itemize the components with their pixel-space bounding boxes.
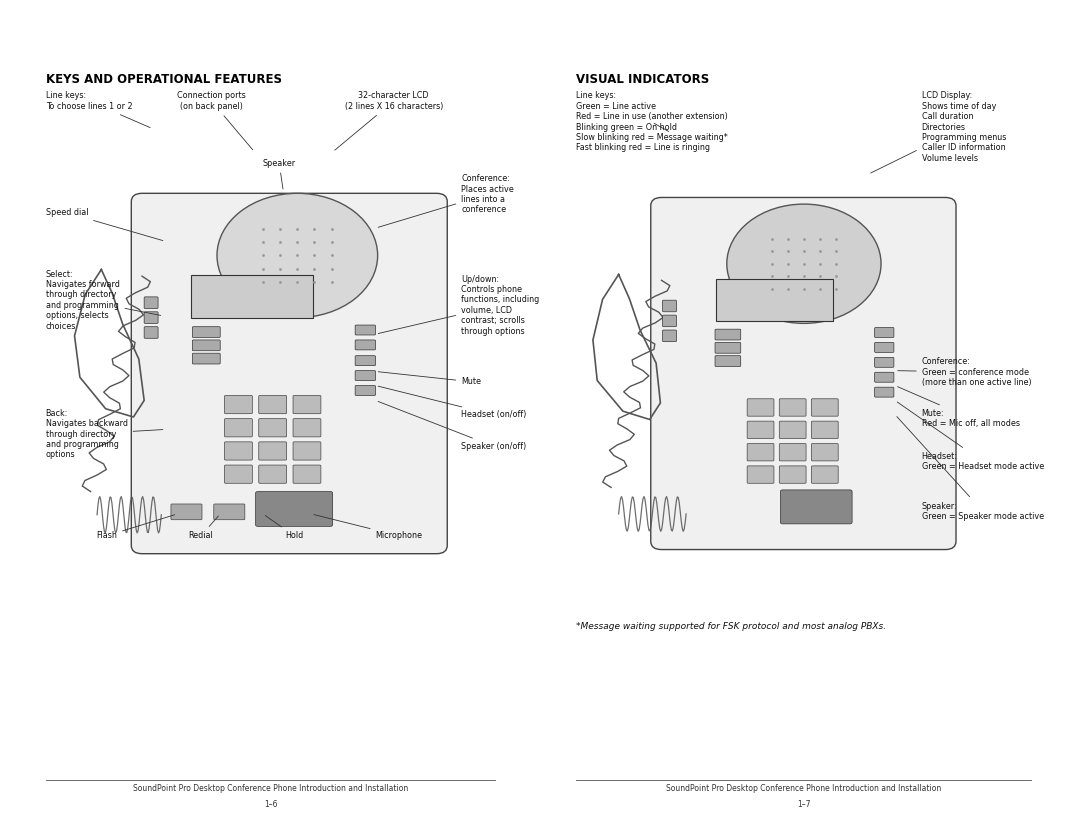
FancyBboxPatch shape <box>259 442 286 460</box>
Text: Flash: Flash <box>96 515 175 540</box>
FancyBboxPatch shape <box>225 419 253 437</box>
FancyBboxPatch shape <box>293 395 321 414</box>
FancyBboxPatch shape <box>715 329 741 340</box>
FancyBboxPatch shape <box>171 504 202 520</box>
FancyBboxPatch shape <box>780 444 806 461</box>
FancyBboxPatch shape <box>144 312 158 324</box>
Text: Select:
Navigates forward
through directory
and programming
options, selects
cho: Select: Navigates forward through direct… <box>45 269 161 330</box>
FancyBboxPatch shape <box>192 340 220 351</box>
FancyBboxPatch shape <box>662 315 676 327</box>
FancyBboxPatch shape <box>715 343 741 354</box>
Text: 1–6: 1–6 <box>264 800 278 809</box>
Text: Line keys:
Green = Line active
Red = Line in use (another extension)
Blinking gr: Line keys: Green = Line active Red = Lin… <box>576 92 728 153</box>
FancyBboxPatch shape <box>259 465 286 483</box>
FancyBboxPatch shape <box>780 466 806 483</box>
FancyBboxPatch shape <box>225 465 253 483</box>
FancyBboxPatch shape <box>191 274 313 318</box>
FancyBboxPatch shape <box>259 419 286 437</box>
FancyBboxPatch shape <box>192 354 220 364</box>
FancyBboxPatch shape <box>293 419 321 437</box>
FancyBboxPatch shape <box>715 355 741 366</box>
Circle shape <box>727 204 881 324</box>
FancyBboxPatch shape <box>662 330 676 342</box>
FancyBboxPatch shape <box>355 355 376 365</box>
FancyBboxPatch shape <box>651 198 956 550</box>
FancyBboxPatch shape <box>747 399 774 416</box>
Text: 32-character LCD
(2 lines X 16 characters): 32-character LCD (2 lines X 16 character… <box>335 92 443 150</box>
FancyBboxPatch shape <box>355 325 376 335</box>
FancyBboxPatch shape <box>256 491 333 526</box>
Text: SoundPoint Pro Desktop Conference Phone Introduction and Installation: SoundPoint Pro Desktop Conference Phone … <box>666 784 942 793</box>
FancyBboxPatch shape <box>192 327 220 338</box>
Text: Conference:
Green = conference mode
(more than one active line): Conference: Green = conference mode (mor… <box>897 357 1031 387</box>
FancyBboxPatch shape <box>132 193 447 554</box>
Circle shape <box>217 193 378 318</box>
FancyBboxPatch shape <box>747 421 774 439</box>
Text: Mute: Mute <box>378 372 482 386</box>
Text: LCD Display:
Shows time of day
Call duration
Directories
Programming menus
Calle: LCD Display: Shows time of day Call dura… <box>870 92 1007 173</box>
FancyBboxPatch shape <box>144 297 158 309</box>
FancyBboxPatch shape <box>875 387 894 397</box>
Text: Speed dial: Speed dial <box>45 208 163 240</box>
FancyBboxPatch shape <box>811 466 838 483</box>
FancyBboxPatch shape <box>225 442 253 460</box>
Text: Back:
Navigates backward
through directory
and programming
options: Back: Navigates backward through directo… <box>45 409 163 460</box>
Text: Hold: Hold <box>266 515 303 540</box>
FancyBboxPatch shape <box>225 395 253 414</box>
FancyBboxPatch shape <box>214 504 245 520</box>
Text: Speaker: Speaker <box>262 158 296 189</box>
Text: Speaker (on/off): Speaker (on/off) <box>378 401 526 451</box>
FancyBboxPatch shape <box>293 442 321 460</box>
FancyBboxPatch shape <box>780 399 806 416</box>
FancyBboxPatch shape <box>747 444 774 461</box>
Text: Microphone: Microphone <box>314 515 422 540</box>
FancyBboxPatch shape <box>811 444 838 461</box>
Text: Up/down:
Controls phone
functions, including
volume, LCD
contrast; scrolls
throu: Up/down: Controls phone functions, inclu… <box>378 274 539 335</box>
Text: Headset:
Green = Headset mode active: Headset: Green = Headset mode active <box>897 402 1044 471</box>
Text: Line keys:
To choose lines 1 or 2: Line keys: To choose lines 1 or 2 <box>45 92 150 128</box>
FancyBboxPatch shape <box>355 385 376 395</box>
FancyBboxPatch shape <box>875 343 894 353</box>
Text: Connection ports
(on back panel): Connection ports (on back panel) <box>177 92 253 150</box>
FancyBboxPatch shape <box>355 340 376 350</box>
Text: *Message waiting supported for FSK protocol and most analog PBXs.: *Message waiting supported for FSK proto… <box>576 622 886 631</box>
FancyBboxPatch shape <box>259 395 286 414</box>
Text: Headset (on/off): Headset (on/off) <box>378 386 527 420</box>
Text: Speaker:
Green = Speaker mode active: Speaker: Green = Speaker mode active <box>896 416 1044 521</box>
FancyBboxPatch shape <box>875 328 894 338</box>
FancyBboxPatch shape <box>811 421 838 439</box>
FancyBboxPatch shape <box>144 327 158 339</box>
FancyBboxPatch shape <box>781 490 852 524</box>
FancyBboxPatch shape <box>780 421 806 439</box>
FancyBboxPatch shape <box>811 399 838 416</box>
Text: Conference:
Places active
lines into a
conference: Conference: Places active lines into a c… <box>378 174 514 228</box>
Text: Redial: Redial <box>189 516 218 540</box>
Text: KEYS AND OPERATIONAL FEATURES: KEYS AND OPERATIONAL FEATURES <box>45 73 282 86</box>
FancyBboxPatch shape <box>257 504 287 520</box>
Text: Mute:
Red = Mic off, all modes: Mute: Red = Mic off, all modes <box>897 387 1020 428</box>
FancyBboxPatch shape <box>299 504 330 520</box>
FancyBboxPatch shape <box>355 370 376 380</box>
Text: SoundPoint Pro Desktop Conference Phone Introduction and Installation: SoundPoint Pro Desktop Conference Phone … <box>133 784 408 793</box>
FancyBboxPatch shape <box>716 279 833 321</box>
FancyBboxPatch shape <box>875 372 894 382</box>
Text: VISUAL INDICATORS: VISUAL INDICATORS <box>576 73 710 86</box>
Text: 1–7: 1–7 <box>797 800 811 809</box>
FancyBboxPatch shape <box>293 465 321 483</box>
FancyBboxPatch shape <box>747 466 774 483</box>
FancyBboxPatch shape <box>875 357 894 367</box>
FancyBboxPatch shape <box>662 300 676 312</box>
